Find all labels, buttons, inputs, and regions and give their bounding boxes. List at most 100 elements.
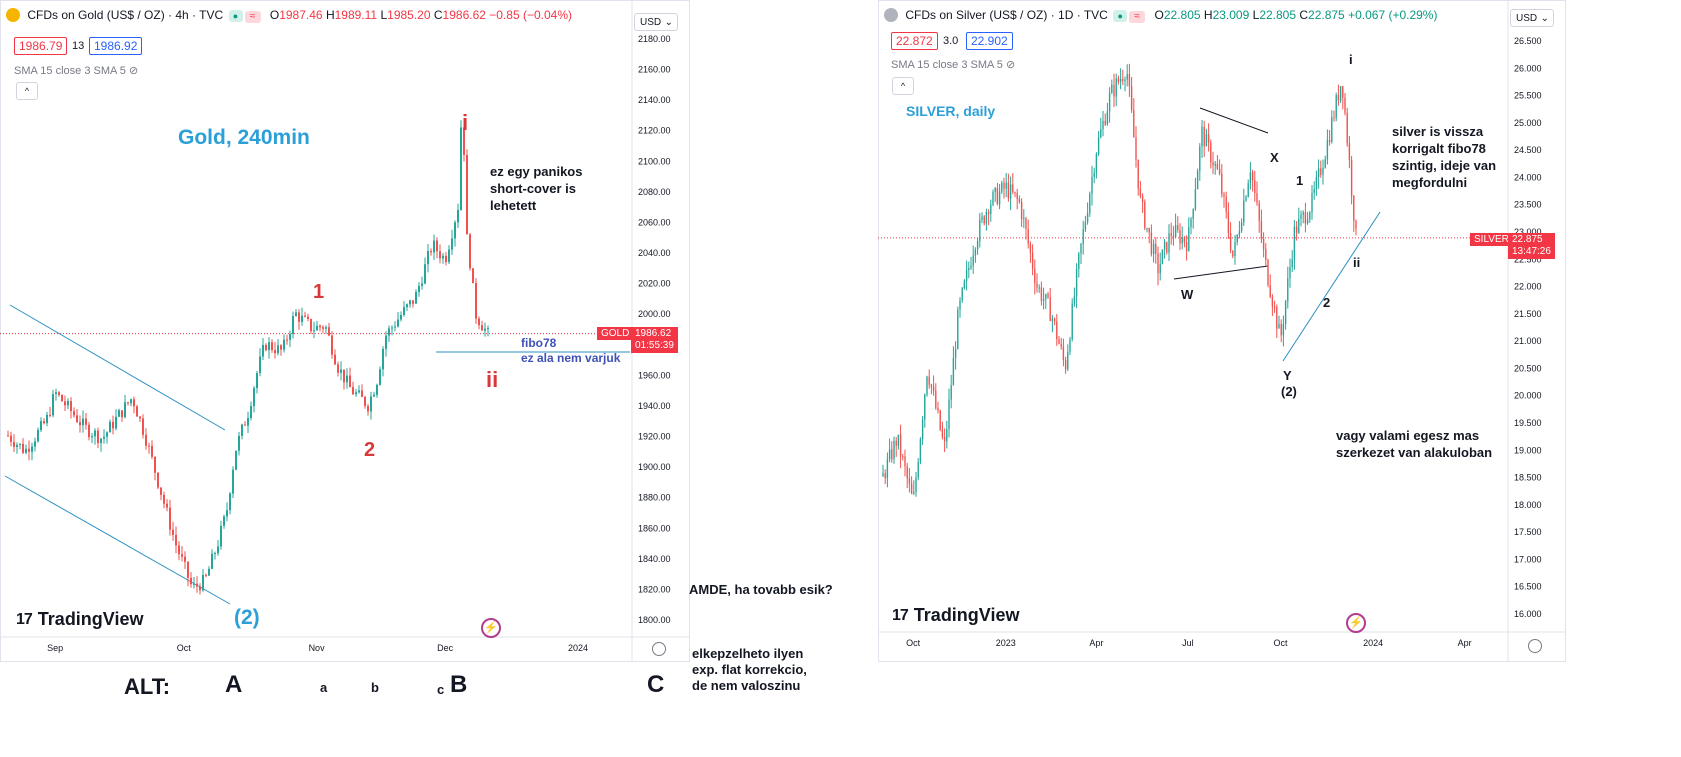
silver-candle: [1102, 120, 1104, 130]
silver-candle: [902, 456, 904, 458]
silver-candle: [1346, 112, 1348, 144]
gold-candle: [217, 546, 219, 554]
silver-candle: [1027, 229, 1029, 244]
silver-candle: [990, 204, 992, 214]
gold-bid-box[interactable]: 1986.79: [14, 37, 68, 55]
gold-y-tick: 2160.00: [638, 65, 671, 75]
gold-candle: [265, 344, 267, 351]
silver-comment-line2: korrigalt fibo78: [1392, 141, 1486, 156]
flat-note-line3: de nem valoszinu: [692, 678, 801, 693]
silver-candle: [954, 348, 957, 358]
gold-candle: [241, 424, 243, 436]
silver-chart-panel: CFDs on Silver (US$ / OZ) · 1D · TVC ● ≈ …: [878, 0, 1566, 662]
silver-candle: [1064, 359, 1067, 370]
gold-symbol-title[interactable]: CFDs on Gold (US$ / OZ) · 4h · TVC: [27, 8, 224, 22]
silver-y-tick: 19.500: [1514, 418, 1542, 428]
silver-candle: [968, 267, 970, 271]
gold-candle: [256, 372, 258, 389]
silver-candle: [957, 309, 959, 349]
gold-candle: [109, 421, 111, 433]
gold-candle: [97, 430, 99, 444]
gold-plot[interactable]: 2180.00 2160.00 2140.00 2120.00 2100.00 2080.…: [0, 0, 690, 662]
gold-candle: [55, 392, 57, 395]
silver-currency-select[interactable]: USD ⌄: [1510, 9, 1554, 27]
gold-label-2: 2: [364, 439, 376, 461]
silver-comment-line4: megfordulni: [1392, 175, 1468, 190]
silver-candle: [1172, 235, 1175, 237]
gold-settings-icon[interactable]: [652, 642, 666, 656]
silver-close: 22.875: [1308, 8, 1345, 22]
silver-last-price: 22.875: [1512, 234, 1543, 245]
silver-comment-line1: silver is vissza: [1392, 124, 1484, 139]
silver-candle: [1185, 242, 1188, 251]
gold-brand-text: TradingView: [37, 609, 144, 629]
silver-candle: [1113, 84, 1115, 97]
gold-chevron-down-icon: ⌄: [664, 17, 673, 28]
silver-candle: [985, 211, 988, 224]
silver-candle: [1071, 303, 1073, 340]
gold-grid: [0, 0, 690, 662]
silver-candle: [1141, 196, 1144, 202]
gold-candle: [373, 394, 375, 397]
gold-candle: [268, 342, 270, 351]
alt-wave-c: c: [437, 682, 445, 697]
silver-change: +0.067 (+0.29%): [1348, 8, 1438, 22]
gold-candle: [100, 438, 102, 444]
silver-candle: [1104, 120, 1106, 125]
silver-ohlc: O22.805 H23.009 L22.805 C22.875 +0.067 (…: [1154, 8, 1438, 22]
gold-candle: [331, 335, 333, 355]
silver-hide-indicator-icon[interactable]: ⊘: [1005, 59, 1016, 71]
tradingview-mark-icon: 17: [892, 606, 909, 624]
gold-candle: [367, 405, 369, 412]
silver-ask-box[interactable]: 22.902: [966, 32, 1013, 50]
gold-candle: [25, 448, 27, 453]
silver-candle: [1243, 200, 1245, 223]
gold-candle: [22, 443, 24, 453]
silver-x-tick: Jul: [1182, 638, 1194, 648]
silver-header: CFDs on Silver (US$ / OZ) · 1D · TVC ● ≈ …: [884, 8, 1437, 23]
silver-brand-text: TradingView: [913, 605, 1020, 625]
gold-candle: [334, 354, 336, 365]
gold-hide-indicator-icon[interactable]: ⊘: [128, 65, 139, 77]
silver-lightning-icon[interactable]: ⚡: [1346, 613, 1366, 633]
gold-wave-icon[interactable]: ≈: [244, 11, 261, 23]
gold-candle: [298, 312, 300, 322]
silver-candle: [983, 216, 985, 224]
silver-bid-box[interactable]: 22.872: [891, 32, 938, 50]
silver-symbol-title[interactable]: CFDs on Silver (US$ / OZ) · 1D · TVC: [905, 8, 1108, 22]
silver-collapse-button[interactable]: ^: [892, 77, 914, 95]
gold-visibility-icon[interactable]: ●: [228, 10, 243, 22]
gold-currency-select[interactable]: USD ⌄: [634, 13, 678, 31]
gold-lightning-icon[interactable]: ⚡: [481, 618, 501, 638]
silver-visibility-icon[interactable]: ●: [1113, 10, 1128, 22]
gold-candle: [439, 251, 441, 259]
silver-plot[interactable]: 26.500 26.000 25.500 25.000 24.500 24.000 23.5…: [878, 0, 1566, 662]
silver-candle: [1190, 218, 1192, 228]
silver-comment: silver is vissza korrigalt fibo78 szinti…: [1392, 123, 1496, 191]
silver-settings-icon[interactable]: [1528, 639, 1542, 653]
gold-collapse-button[interactable]: ^: [16, 82, 38, 100]
silver-y-tick: 17.500: [1514, 527, 1542, 537]
silver-y-axis: 26.500 26.000 25.500 25.000 24.500 24.000 23.5…: [1514, 36, 1542, 619]
silver-candle: [970, 265, 972, 268]
gold-candle: [115, 416, 117, 429]
silver-candle: [1218, 168, 1221, 174]
silver-candle: [1091, 176, 1093, 194]
silver-countdown: 13:47:26: [1512, 246, 1551, 257]
silver-wave-icon[interactable]: ≈: [1129, 11, 1146, 23]
silver-candle: [913, 492, 915, 494]
gold-indicator-label[interactable]: SMA 15 close 3 SMA 5 ⊘: [14, 64, 138, 77]
silver-candle: [1029, 243, 1032, 253]
silver-candle: [1300, 214, 1302, 219]
gold-candle: [379, 369, 381, 385]
alt-wave-a: a: [320, 680, 328, 695]
silver-triangle-upper-line: [1199, 107, 1269, 134]
gold-ask-box[interactable]: 1986.92: [89, 37, 143, 55]
silver-candle: [1214, 163, 1216, 166]
silver-candle: [1128, 74, 1131, 87]
silver-candle: [919, 439, 922, 463]
gold-candle: [244, 424, 246, 426]
gold-candle: [472, 268, 474, 284]
silver-y-tick: 16.500: [1514, 582, 1542, 592]
silver-indicator-label[interactable]: SMA 15 close 3 SMA 5 ⊘: [891, 58, 1015, 71]
